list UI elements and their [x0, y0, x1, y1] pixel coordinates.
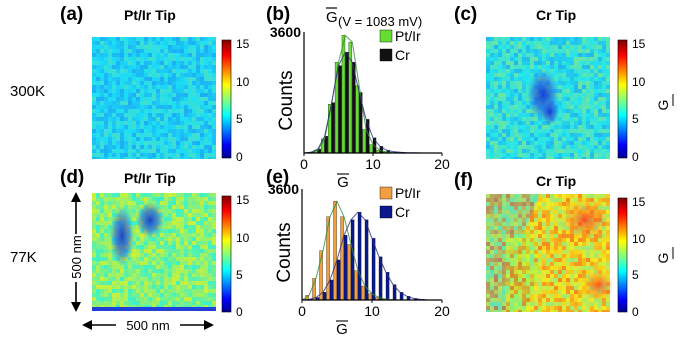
- panel-label-c: (c): [454, 4, 477, 25]
- colorbar-tick-d-5: 5: [236, 268, 243, 282]
- bar-ptir-8: [355, 85, 359, 154]
- legend-label-ptir: Pt/Ir: [395, 28, 421, 44]
- vertical-scale-bar: [68, 192, 84, 312]
- panel-label-f: (f): [454, 170, 473, 191]
- bar-ptir-10: [369, 144, 373, 154]
- bar-cr-6: [345, 52, 349, 154]
- legend-swatch-cr: [379, 48, 393, 62]
- panel-title-f: Cr Tip: [536, 173, 576, 189]
- bar-cr-7: [350, 219, 355, 301]
- legend-label-cr: Cr: [395, 47, 410, 63]
- bar-ptir-7: [347, 244, 351, 301]
- legend-swatch-cr: [379, 205, 393, 219]
- colorbar-label-f: G: [655, 253, 671, 264]
- panel-title-b-condition: (V = 1083 mV): [338, 14, 422, 29]
- row-label-300k: 300K: [10, 83, 45, 100]
- y-axis-label: Counts: [276, 70, 297, 130]
- colorbar-tick-f-15: 15: [632, 195, 646, 209]
- bar-cr-5: [338, 65, 342, 154]
- x-axis-label: G: [337, 174, 349, 191]
- conductance-map-f: [486, 194, 614, 312]
- conductance-map-c: [486, 37, 610, 159]
- colorbar-c: [617, 39, 628, 159]
- histogram-e: 0 10 20 3600 Counts G Pt/Ir Cr: [268, 181, 450, 338]
- horizontal-scale-label: 500 nm: [126, 318, 169, 333]
- bar-cr-5: [336, 259, 341, 301]
- bar-cr-4: [331, 102, 335, 154]
- x-tick-label: 20: [434, 303, 450, 319]
- colorbar-tick-f-0: 0: [632, 305, 639, 319]
- bar-cr-8: [357, 211, 362, 301]
- conductance-map-a: [92, 37, 216, 159]
- colorbar-tick-a-0: 0: [236, 150, 243, 164]
- y-axis-label: Counts: [274, 222, 295, 282]
- y-tick-label: 3600: [268, 181, 299, 197]
- x-tick-label: 0: [300, 156, 308, 172]
- panel-label-e: (e): [266, 167, 289, 188]
- colorbar-tick-a-15: 15: [236, 37, 250, 51]
- panel-label-d: (d): [60, 167, 84, 188]
- legend-swatch-ptir: [379, 186, 393, 200]
- colorbar-tick-a-10: 10: [236, 75, 250, 89]
- colorbar-label-c: G: [655, 100, 671, 111]
- colorbar-tick-f-5: 5: [632, 268, 639, 282]
- colorbar-tick-a-5: 5: [236, 112, 243, 126]
- bar-cr-10: [371, 238, 376, 301]
- colorbar-f: [617, 197, 628, 313]
- x-axis-label: G: [336, 321, 348, 338]
- colorbar-tick-f-10: 10: [632, 232, 646, 246]
- x-tick-label: 10: [364, 303, 380, 319]
- bar-ptir-9: [361, 285, 365, 301]
- legend-label-ptir: Pt/Ir: [395, 185, 421, 201]
- legend-swatch-ptir: [379, 29, 393, 43]
- bar-cr-4: [329, 279, 334, 301]
- bar-ptir-10: [368, 293, 372, 301]
- colorbar-tick-c-0: 0: [632, 150, 639, 164]
- bar-cr-6: [343, 235, 348, 301]
- bar-ptir-8: [354, 270, 358, 301]
- x-tick-label: 0: [298, 303, 306, 319]
- panel-title-d: Pt/Ir Tip: [124, 170, 176, 186]
- conductance-map-d: [92, 193, 216, 311]
- bar-ptir-6: [340, 216, 344, 301]
- panel-label-a: (a): [60, 4, 83, 25]
- legend-label-cr: Cr: [395, 204, 410, 220]
- panel-label-b: (b): [266, 4, 290, 25]
- colorbar-tick-d-0: 0: [236, 305, 243, 319]
- bar-ptir-9: [362, 129, 366, 154]
- fit-curve-ptir: [303, 34, 436, 154]
- row-label-77k: 77K: [10, 249, 37, 266]
- vertical-scale-label: 500 nm: [69, 235, 84, 278]
- x-tick-label: 20: [434, 156, 450, 172]
- colorbar-tick-c-5: 5: [632, 112, 639, 126]
- y-tick-label: 3600: [270, 24, 301, 40]
- colorbar-tick-d-10: 10: [236, 231, 250, 245]
- bar-cr-3: [322, 292, 327, 301]
- fit-curve-cr: [301, 211, 435, 301]
- colorbar-a: [221, 39, 232, 159]
- panel-title-a: Pt/Ir Tip: [124, 7, 176, 23]
- horizontal-scale-bar: [82, 316, 214, 334]
- panel-title-c: Cr Tip: [536, 7, 576, 23]
- colorbar-tick-c-15: 15: [632, 37, 646, 51]
- bar-ptir-5: [333, 201, 337, 301]
- colorbar-d: [221, 195, 232, 313]
- x-tick-label: 10: [365, 156, 381, 172]
- colorbar-tick-c-10: 10: [632, 75, 646, 89]
- colorbar-tick-d-15: 15: [236, 193, 250, 207]
- panel-title-b-symbol: G: [326, 9, 338, 26]
- histogram-b: 0 10 20 3600 Counts G Pt/Ir Cr: [270, 24, 450, 191]
